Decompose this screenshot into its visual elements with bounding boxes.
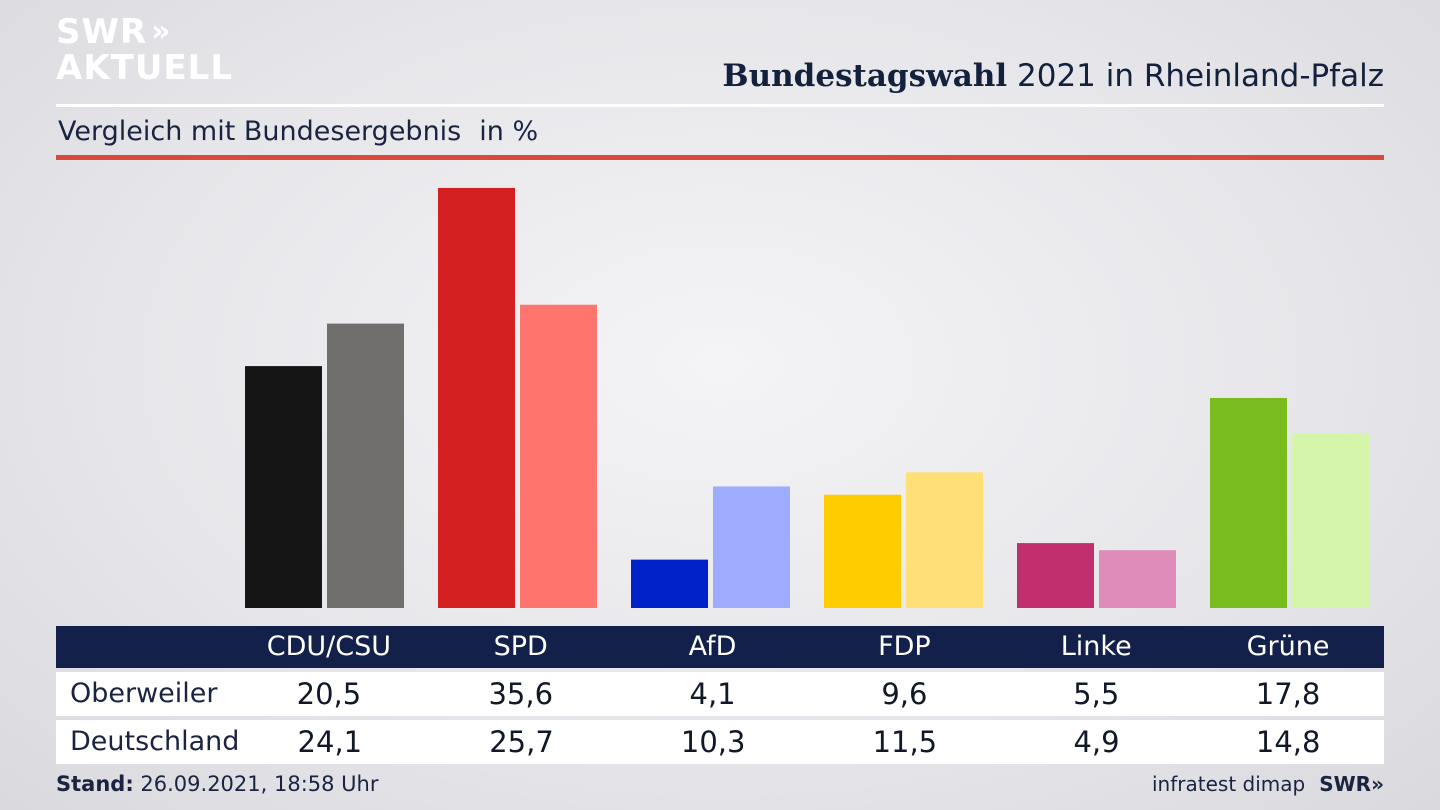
table-row-oberweiler: Oberweiler 20,5 35,6 4,1 9,6 5,5 17,8 — [56, 672, 1384, 716]
bar-afd-oberweiler — [631, 559, 708, 608]
stand-value: 26.09.2021, 18:58 Uhr — [133, 772, 379, 796]
bar-gr-ne-oberweiler — [1210, 397, 1287, 608]
bar-afd-deutschland — [713, 486, 790, 608]
bar-spd-deutschland — [520, 304, 597, 608]
source-text: infratest dimap — [1152, 772, 1306, 796]
row-label: Oberweiler — [70, 678, 218, 709]
table-header-spacer — [56, 626, 233, 668]
table-cell: 24,1 — [297, 725, 363, 759]
header-gruene: Grüne — [1246, 631, 1330, 662]
title-bold: Bundestagswahl — [722, 58, 1008, 94]
table-cell: 14,8 — [1255, 725, 1321, 759]
table-cell: 35,6 — [488, 677, 554, 711]
table-cell: 4,9 — [1073, 725, 1120, 759]
title-rest: 2021 in Rheinland-Pfalz — [1007, 58, 1384, 94]
results-table: CDU/CSU SPD AfD FDP Linke Grüne Oberweil… — [56, 626, 1384, 764]
logo-swr-text: SWR — [56, 12, 148, 52]
header-linke: Linke — [1060, 631, 1132, 662]
table-cell: 10,3 — [680, 725, 746, 759]
table-cell: 4,1 — [689, 677, 736, 711]
bar-cdu-csu-oberweiler — [245, 366, 322, 608]
bar-spd-oberweiler — [438, 187, 515, 609]
subtitle-text: Vergleich mit Bundesergebnis — [58, 116, 462, 147]
logo-aktuell-text: AKTUELL — [56, 48, 234, 88]
bar-linke-deutschland — [1099, 550, 1176, 608]
table-cell: 5,5 — [1073, 677, 1120, 711]
table-cell: 20,5 — [296, 677, 362, 711]
header-spd: SPD — [493, 631, 548, 662]
swr-aktuell-logo: SWR» AKTUELL — [56, 14, 233, 86]
stand-label: Stand: — [56, 772, 134, 796]
subtitle-unit: in % — [479, 116, 539, 147]
page-title: Bundestagswahl 2021 in Rheinland-Pfalz — [722, 58, 1384, 94]
header-afd: AfD — [688, 631, 737, 662]
row-label: Deutschland — [70, 726, 240, 757]
chart-subtitle: Vergleich mit Bundesergebnis in % — [58, 116, 538, 147]
table-cell: 9,6 — [881, 677, 928, 711]
bar-fdp-oberweiler — [824, 494, 901, 608]
footer-timestamp: Stand: 26.09.2021, 18:58 Uhr — [56, 772, 379, 796]
bar-chart — [245, 187, 1369, 609]
subtitle-divider — [56, 155, 1384, 160]
header-divider — [56, 104, 1384, 107]
table-cell: 25,7 — [489, 725, 554, 759]
table-header-row: CDU/CSU SPD AfD FDP Linke Grüne — [56, 626, 1384, 668]
swr-brand-logo: SWR» — [1319, 772, 1384, 796]
bar-fdp-deutschland — [906, 472, 983, 608]
table-row-deutschland: Deutschland 24,1 25,7 10,3 11,5 4,9 14,8 — [56, 720, 1384, 764]
bar-linke-oberweiler — [1017, 543, 1094, 608]
table-cell: 11,5 — [872, 725, 938, 759]
header-cdu-csu: CDU/CSU — [266, 631, 392, 662]
table-cell: 17,8 — [1255, 677, 1321, 711]
bar-gr-ne-deutschland — [1292, 433, 1369, 608]
header-fdp: FDP — [878, 631, 931, 662]
footer-source: infratest dimap SWR» — [1152, 772, 1384, 796]
bar-cdu-csu-deutschland — [327, 323, 404, 608]
